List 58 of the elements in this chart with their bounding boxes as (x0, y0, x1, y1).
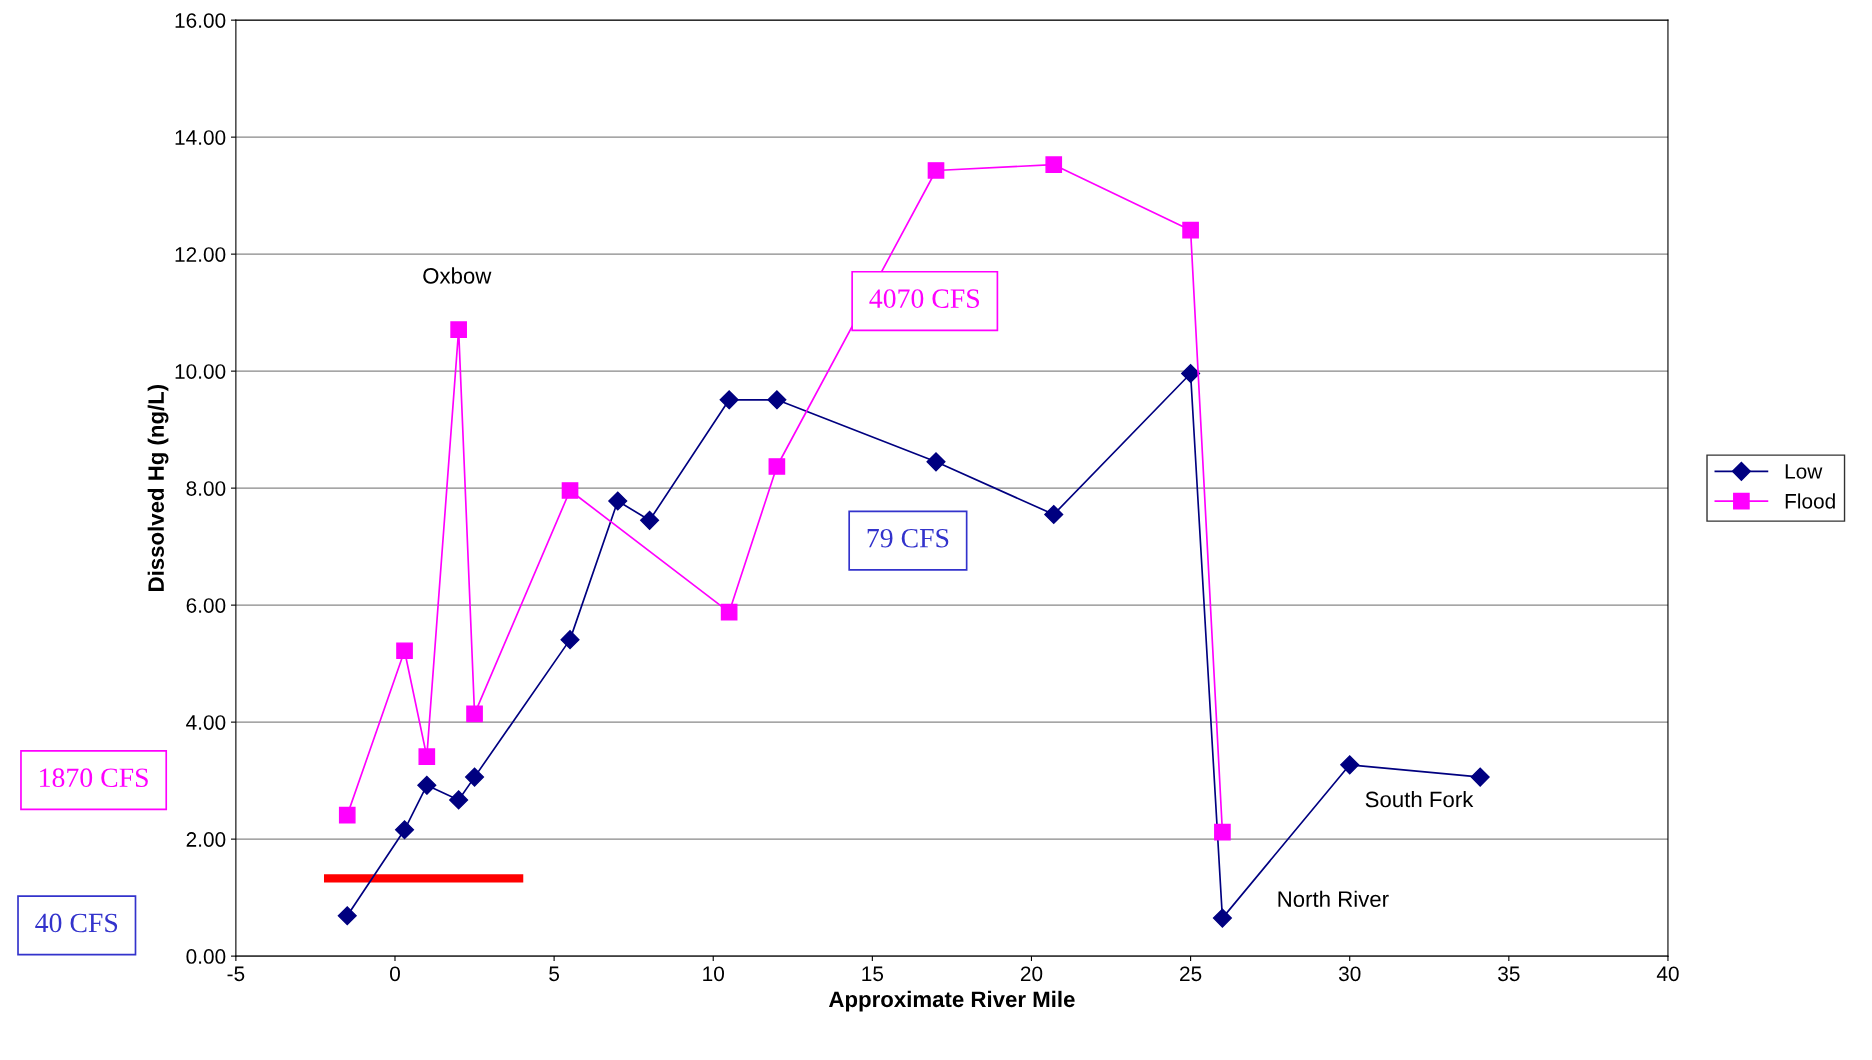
point (608, 491, 628, 511)
x-tick-label: 40 (1656, 966, 1679, 982)
x-tick-label: 20 (1020, 966, 1043, 982)
y-tick-label: 14.00 (175, 130, 226, 145)
point (1340, 755, 1360, 775)
point (337, 906, 357, 926)
x-tick-label: 35 (1498, 966, 1520, 982)
annotation: 79 CFS (867, 528, 949, 548)
point (927, 162, 945, 179)
point (418, 748, 436, 765)
text: 1870 CFS (40, 768, 148, 788)
point (640, 510, 660, 530)
point (1045, 156, 1063, 173)
x-tick-label: 30 (1338, 966, 1361, 982)
point (1181, 363, 1201, 384)
point (768, 458, 786, 475)
point (465, 767, 485, 787)
point (338, 806, 356, 824)
point (561, 482, 579, 499)
annotation: Oxbow (423, 267, 492, 284)
y-tick-label: 8.00 (186, 481, 226, 496)
point (1182, 221, 1199, 239)
y-tick-label: 2.00 (186, 832, 226, 847)
point (1470, 767, 1490, 787)
point (926, 452, 946, 472)
point (767, 390, 787, 410)
point (1214, 823, 1231, 841)
x-tick-label: -5 (227, 966, 245, 982)
x-tick-label: 15 (862, 966, 884, 982)
point (1212, 908, 1232, 928)
point (396, 642, 413, 660)
annotation: South Fork (1365, 791, 1474, 808)
y-tick-label: 4.00 (186, 715, 226, 730)
text: 40 CFS (35, 913, 118, 933)
point (1044, 504, 1064, 524)
point (719, 390, 739, 410)
point (395, 820, 415, 840)
annotation: 4070 CFS (869, 289, 980, 308)
x-axis-title: Approximate River Mile (828, 990, 1075, 1012)
x-tick-label: 10 (703, 966, 724, 982)
x-tick-label: 0 (390, 966, 400, 982)
legend-label: Low (1785, 464, 1823, 479)
x-tick-label: 25 (1180, 966, 1202, 982)
point (466, 705, 483, 723)
y-axis-title: Dissolved Hg (ng/L) (147, 384, 169, 591)
point (450, 321, 467, 338)
y-tick-label: 6.00 (186, 598, 226, 613)
point (560, 630, 580, 650)
x-tick-label: 5 (549, 966, 560, 982)
y-tick-label: 10.00 (175, 364, 226, 379)
point (417, 775, 437, 795)
point (720, 603, 738, 621)
point (449, 790, 469, 810)
y-tick-label: 12.00 (175, 247, 226, 262)
annotation: North River (1278, 890, 1389, 907)
legend-label: Flood (1785, 493, 1835, 509)
y-tick-label: 0.00 (186, 949, 226, 964)
y-tick-label: 16.00 (175, 13, 226, 28)
